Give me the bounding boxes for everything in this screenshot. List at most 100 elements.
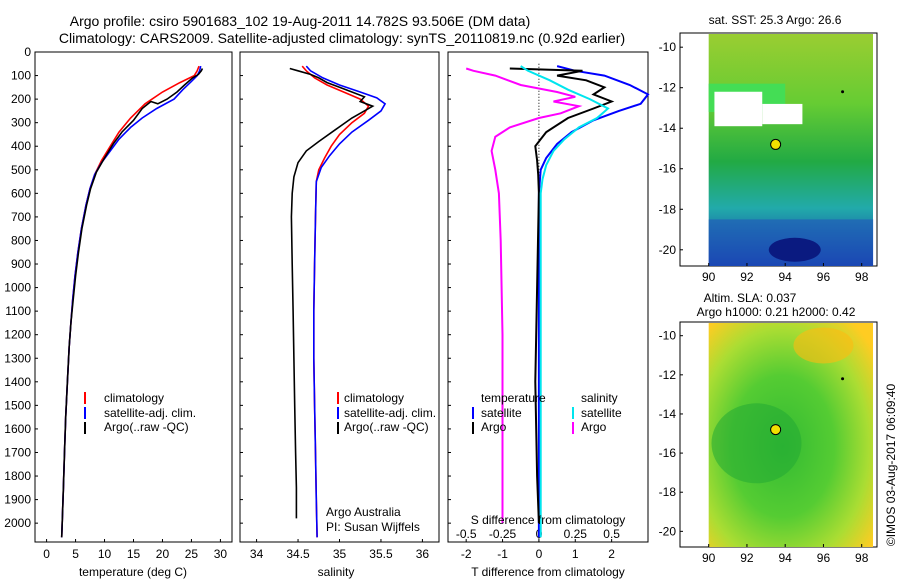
x-tick-label: 34: [250, 547, 264, 561]
sla-map-title-line-2: Argo h1000: 0.21 h2000: 0.42: [697, 305, 856, 319]
map-x-tick-label: 98: [855, 270, 869, 284]
difference-xlabel: T difference from climatology: [471, 565, 625, 579]
depth-tick-label: 700: [11, 210, 31, 224]
depth-axis: 0 100 200 300 400 500 600 700 800 900 1000 1100 1200…: [4, 45, 451, 530]
map-x-tick-label: 94: [779, 270, 793, 284]
series-line: [537, 65, 650, 538]
imos-timestamp: ©IMOS 03-Aug-2017 06:09:40: [884, 384, 898, 547]
depth-tick-label: 200: [11, 92, 31, 106]
x-tick-label: 34.5: [286, 547, 310, 561]
depth-tick-label: 1900: [4, 493, 31, 507]
difference-legend-salinity: salinity satellite Argo: [572, 391, 622, 434]
legend-salinity-title: salinity: [581, 391, 618, 405]
x-tick-label: 15: [127, 547, 141, 561]
difference-panel-frame: [447, 51, 649, 543]
map-y-tick-label: -10: [659, 329, 677, 343]
map-y-tick-label: -16: [659, 162, 677, 176]
series-line: [465, 67, 583, 524]
legend-satellite-label: satellite-adj. clim.: [344, 406, 436, 420]
argo-float-marker: [770, 138, 782, 150]
map-y-tick-label: -18: [659, 202, 677, 216]
sst-map: 90 92 94 96 98 -10 -12 -14 -16 -18 -20: [659, 34, 874, 284]
map-x-tick-label: 92: [740, 270, 754, 284]
depth-tick-label: 1000: [4, 281, 31, 295]
depth-tick-label: 1700: [4, 445, 31, 459]
temperature-legend: climatology satellite-adj. clim. Argo(..…: [84, 391, 196, 434]
top-x-tick-label: 0.25: [564, 527, 588, 541]
depth-tick-label: 1100: [5, 304, 31, 318]
map-y-tick-label: -20: [659, 243, 677, 257]
x-tick-label: 35.5: [369, 547, 393, 561]
difference-top-xlabel: S difference from climatology: [471, 513, 626, 527]
sla-map-title-line-1: Altim. SLA: 0.037: [704, 291, 797, 305]
series-line: [509, 67, 615, 524]
cold-core-patch: [768, 237, 821, 262]
legend-sal-argo-label: Argo: [581, 420, 607, 434]
depth-tick-label: 300: [11, 116, 31, 130]
salinity-xlabel: salinity: [318, 565, 355, 579]
depth-tick-label: 1800: [4, 469, 31, 483]
legend-argo-label: Argo(..raw -QC): [344, 420, 429, 434]
depth-tick-label: 100: [11, 69, 31, 83]
x-tick-label: 0: [43, 547, 50, 561]
x-tick-label: 5: [72, 547, 79, 561]
series-line: [289, 67, 375, 519]
island-dot: [841, 377, 845, 381]
depth-tick-label: 2000: [4, 516, 31, 530]
depth-tick-label: 1400: [4, 375, 31, 389]
legend-satellite-label: satellite-adj. clim.: [104, 406, 196, 420]
depth-tick-label: 500: [11, 163, 31, 177]
x-tick-label: 1: [572, 547, 579, 561]
depth-tick-label: 1500: [4, 398, 31, 412]
top-x-tick-label: 0.5: [603, 527, 620, 541]
island-dot: [841, 90, 845, 94]
salinity-annotation-line-1: Argo Australia: [326, 505, 401, 519]
map-y-tick-label: -12: [659, 368, 677, 382]
legend-temp-satellite-label: satellite: [481, 406, 522, 420]
legend-climatology-label: climatology: [344, 391, 404, 405]
temperature-plot: 0 5 10 15 20 25 30: [43, 65, 228, 561]
header-line-1: Argo profile: csiro 5901683_102 19-Aug-2…: [70, 13, 531, 29]
map-x-tick-label: 90: [702, 270, 716, 284]
x-tick-label: 2: [608, 547, 615, 561]
x-tick-label: 20: [156, 547, 170, 561]
series-line: [520, 65, 610, 538]
x-tick-label: 35: [333, 547, 347, 561]
map-y-tick-label: -14: [659, 121, 677, 135]
depth-tick-label: 1200: [4, 328, 31, 342]
salinity-panel-frame: [239, 51, 440, 543]
x-tick-label: -2: [461, 547, 472, 561]
depth-tick-label: 1300: [4, 351, 31, 365]
map-y-tick-label: -18: [659, 485, 677, 499]
series-line: [301, 65, 370, 538]
map-y-tick-label: -12: [659, 81, 677, 95]
x-tick-label: 36: [416, 547, 430, 561]
map-x-tick-label: 90: [702, 551, 716, 565]
sla-low-patch: [711, 403, 802, 484]
map-y-tick-label: -14: [659, 407, 677, 421]
difference-legend-temperature: temperature satellite Argo: [472, 391, 546, 434]
map-x-tick-label: 96: [817, 270, 831, 284]
missing-data-patch: [714, 91, 763, 127]
argo-float-marker: [770, 424, 782, 436]
legend-temperature-title: temperature: [481, 391, 546, 405]
map-y-tick-label: -10: [659, 40, 677, 54]
legend-temp-argo-label: Argo: [481, 420, 507, 434]
x-tick-label: 10: [98, 547, 112, 561]
map-y-tick-label: -16: [659, 446, 677, 460]
missing-data-patch: [762, 103, 803, 125]
difference-plot: -2 -1 0 1 2-0.5 -0.25 0 0.25 0.5: [456, 63, 650, 561]
x-tick-label: 30: [214, 547, 228, 561]
top-x-tick-label: -0.25: [489, 527, 517, 541]
series-line: [60, 68, 204, 538]
legend-sal-satellite-label: satellite: [581, 406, 622, 420]
map-x-tick-label: 94: [779, 551, 793, 565]
sst-map-title: sat. SST: 25.3 Argo: 26.6: [709, 13, 842, 27]
depth-tick-label: 1600: [4, 422, 31, 436]
series-line: [60, 65, 200, 538]
salinity-plot: 34 34.5 35 35.5 36: [250, 65, 430, 561]
legend-climatology-label: climatology: [104, 391, 164, 405]
salinity-legend: climatology satellite-adj. clim. Argo(..…: [337, 391, 436, 434]
series-line: [60, 65, 202, 538]
